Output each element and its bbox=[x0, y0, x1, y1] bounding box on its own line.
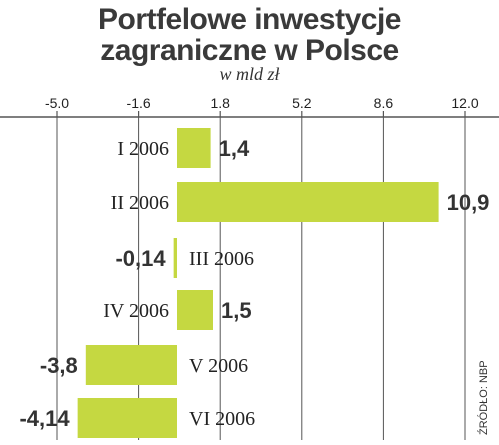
category-label: VI 2006 bbox=[189, 408, 255, 430]
bar bbox=[85, 345, 177, 385]
value-label: -3,8 bbox=[40, 353, 78, 378]
category-label: I 2006 bbox=[117, 138, 169, 160]
x-tick-label: 8.6 bbox=[374, 95, 394, 111]
bar bbox=[173, 238, 177, 278]
x-tick-label: 12.0 bbox=[451, 95, 478, 111]
category-label: IV 2006 bbox=[103, 300, 169, 322]
value-label: 1,4 bbox=[219, 136, 250, 161]
chart-unit-subtitle: w mld zł bbox=[219, 64, 280, 84]
value-label: 10,9 bbox=[447, 190, 490, 215]
value-label: -4,14 bbox=[19, 406, 70, 431]
x-tick-label: 1.8 bbox=[210, 95, 230, 111]
bar bbox=[177, 128, 211, 168]
x-tick-label: -5.0 bbox=[45, 95, 69, 111]
chart-title-line-2: zagraniczne w Polsce bbox=[100, 34, 399, 67]
x-tick-label: 5.2 bbox=[292, 95, 312, 111]
value-label: -0,14 bbox=[115, 246, 166, 271]
bar bbox=[177, 182, 439, 222]
bar bbox=[77, 398, 177, 438]
bar bbox=[177, 290, 213, 330]
x-tick-label: -1.6 bbox=[127, 95, 151, 111]
category-label: II 2006 bbox=[111, 192, 169, 214]
category-label: III 2006 bbox=[189, 248, 254, 270]
value-label: 1,5 bbox=[221, 298, 252, 323]
chart-title-line-1: Portfelowe inwestycje bbox=[98, 3, 401, 36]
source-note: ŹRÓDŁO: NBP bbox=[478, 360, 490, 435]
category-label: V 2006 bbox=[189, 355, 248, 377]
